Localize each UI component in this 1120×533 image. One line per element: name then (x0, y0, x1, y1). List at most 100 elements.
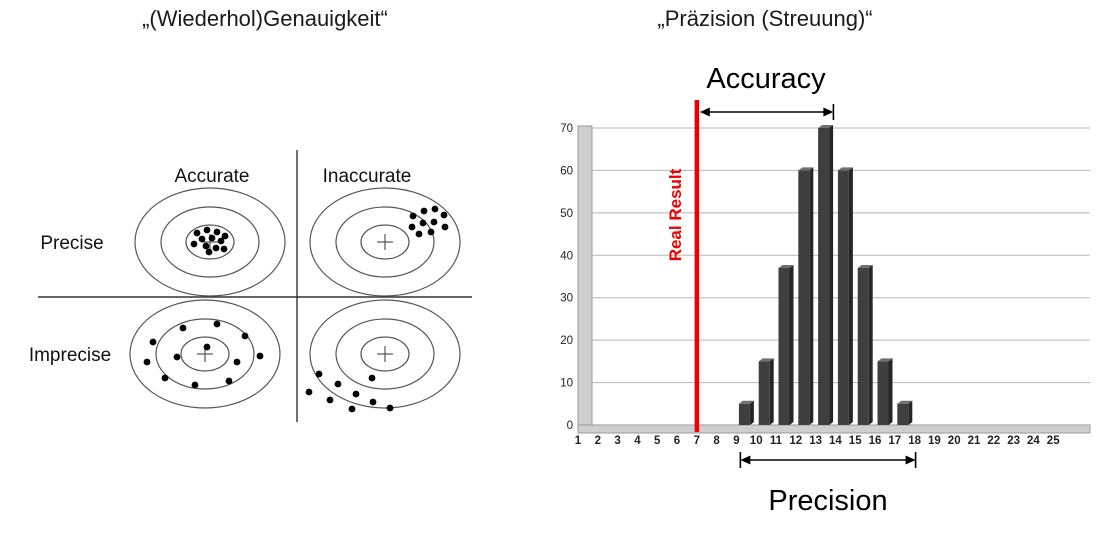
data-dot (203, 343, 211, 351)
target-ring-2 (360, 336, 410, 372)
data-dot (205, 248, 213, 256)
accuracy-arrow-head-left (699, 107, 710, 117)
data-dot (408, 223, 416, 231)
data-dot (225, 377, 233, 385)
data-dot (220, 245, 228, 253)
data-dot (305, 388, 313, 396)
y-tick-label: 70 (560, 123, 573, 135)
target-ring-0 (134, 187, 286, 297)
bar-top (738, 400, 754, 404)
bar (877, 361, 889, 425)
x-tick-label: 20 (948, 435, 961, 447)
accuracy-arrow-head-right (823, 107, 834, 117)
y-tick-label: 0 (567, 420, 573, 432)
data-dot (193, 229, 201, 237)
bar-top (877, 358, 893, 362)
data-dot (241, 332, 249, 340)
data-dot (419, 219, 427, 227)
y-tick-label: 10 (560, 378, 573, 390)
x-tick-label: 11 (770, 435, 783, 447)
x-tick-label: 21 (968, 435, 981, 447)
x-tick-label: 4 (634, 435, 641, 447)
target-ring-1 (335, 206, 435, 278)
target-imprecise-inaccurate (305, 299, 461, 413)
real-result-line (694, 100, 700, 432)
data-dot (368, 374, 376, 382)
data-dot (334, 380, 342, 388)
target-precise-accurate (134, 187, 286, 297)
left-panel-title: „(Wiederhol)Genauigkeit“ (142, 6, 388, 31)
bar-side (829, 125, 834, 425)
bar-top (837, 167, 853, 171)
data-dot (256, 352, 264, 360)
data-dot (233, 358, 241, 366)
target-ring-2 (180, 336, 230, 372)
data-dot (203, 226, 211, 234)
data-dot (212, 244, 220, 252)
data-dot (191, 381, 199, 389)
data-dot (326, 396, 334, 404)
right-panel-title: „Präzision (Streuung)“ (657, 6, 873, 31)
target-ring-1 (155, 318, 255, 390)
x-tick-label: 13 (809, 435, 822, 447)
data-dot (179, 324, 187, 332)
precision-arrow-head-left (740, 455, 751, 465)
data-dot (217, 237, 225, 245)
bar-top (798, 167, 814, 171)
y-tick-label: 20 (560, 335, 573, 347)
data-dot (213, 320, 221, 328)
real-result-label: Real Result (666, 168, 685, 261)
precision-arrow-head-right (905, 455, 916, 465)
targets-group (129, 187, 461, 413)
x-tick-label: 17 (888, 435, 901, 447)
data-dot (386, 404, 394, 412)
data-dot (315, 370, 323, 378)
x-tick-label: 5 (654, 435, 661, 447)
y-tick-label: 50 (560, 208, 573, 220)
bar (758, 361, 770, 425)
x-tick-label: 8 (713, 435, 720, 447)
data-dot (431, 205, 439, 213)
x-tick-label: 22 (987, 435, 1000, 447)
bar-side (908, 400, 913, 425)
target-precise-inaccurate (309, 187, 461, 297)
data-dot (149, 338, 157, 346)
chart-wall (577, 125, 593, 434)
bar-side (888, 358, 893, 425)
bar-top (897, 400, 913, 404)
data-dot (198, 235, 206, 243)
x-tick-label: 12 (789, 435, 802, 447)
accuracy-label: Accuracy (706, 63, 826, 95)
column-label-accurate: Accurate (175, 166, 250, 187)
bar-side (809, 167, 814, 425)
data-dot (440, 211, 448, 219)
data-dot (409, 212, 417, 220)
x-tick-label: 6 (674, 435, 680, 447)
bar (857, 268, 869, 425)
bar-top (857, 265, 873, 269)
bar-side (789, 265, 794, 425)
y-tick-label: 40 (560, 250, 573, 262)
y-tick-label: 30 (560, 293, 573, 305)
target-ring-1 (335, 318, 435, 390)
bar (818, 128, 830, 425)
bar-side (848, 167, 853, 425)
x-tick-label: 3 (614, 435, 620, 447)
bar (897, 403, 909, 425)
x-tick-label: 19 (928, 435, 941, 447)
bar (778, 268, 790, 425)
x-tick-label: 14 (829, 435, 842, 447)
x-tick-label: 7 (694, 435, 700, 447)
data-dot (208, 234, 216, 242)
data-dot (202, 242, 210, 250)
data-dot (161, 374, 169, 382)
x-tick-label: 15 (849, 435, 862, 447)
data-dot (352, 390, 360, 398)
precision-label: Precision (768, 485, 887, 517)
target-ring-0 (129, 299, 281, 409)
data-dot (427, 228, 435, 236)
x-tick-label: 10 (750, 435, 763, 447)
bar-side (769, 358, 774, 425)
